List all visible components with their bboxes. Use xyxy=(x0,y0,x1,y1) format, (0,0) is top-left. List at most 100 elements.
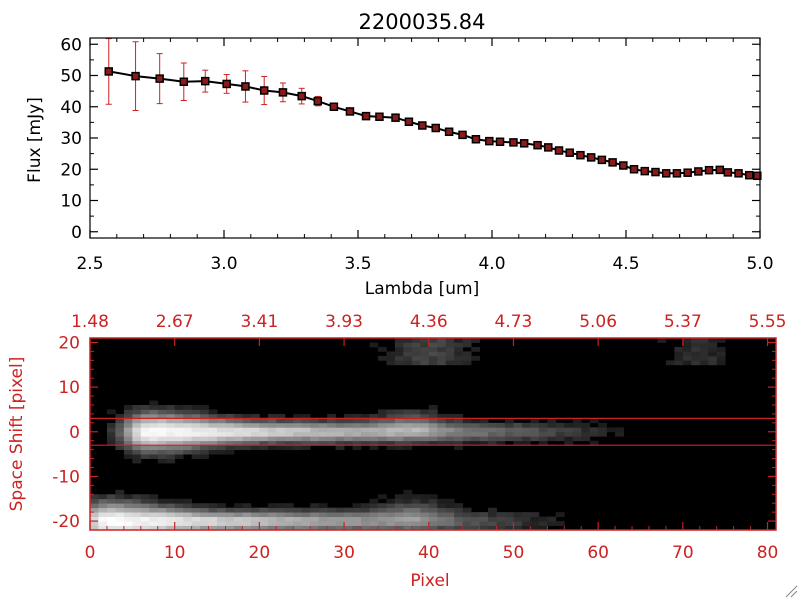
heatmap-cell xyxy=(386,503,396,509)
heatmap-cell xyxy=(428,512,438,518)
heatmap-cell xyxy=(123,431,133,437)
heatmap-cell xyxy=(183,440,193,446)
heatmap-cell xyxy=(301,440,311,446)
heatmap-cell xyxy=(208,440,218,446)
heatmap-cell xyxy=(140,409,150,415)
data-point xyxy=(519,139,529,148)
heatmap-cell xyxy=(115,507,125,513)
heatmap-cell xyxy=(454,436,464,442)
heatmap-cell xyxy=(140,422,150,428)
data-point xyxy=(715,165,725,175)
heatmap-cell xyxy=(454,512,464,518)
heatmap-cell xyxy=(555,431,565,437)
heatmap-cell xyxy=(530,512,540,518)
heatmap-cell xyxy=(386,422,396,428)
heatmap-cell xyxy=(598,431,608,437)
heatmap-cell xyxy=(293,507,303,513)
heatmap-cell xyxy=(166,418,176,424)
heatmap-cell xyxy=(140,525,150,531)
data-point xyxy=(329,102,339,111)
heatmap-cell xyxy=(242,445,252,451)
heatmap-cell xyxy=(344,507,353,513)
heatmap-cell xyxy=(386,431,396,437)
heatmap-cell xyxy=(149,449,159,455)
heatmap-cell xyxy=(318,431,328,437)
heatmap-cell xyxy=(132,503,142,509)
heatmap-cell xyxy=(191,418,201,424)
heatmap-cell xyxy=(411,422,421,428)
heatmap-cell xyxy=(411,413,421,419)
heatmap-cell xyxy=(191,427,201,433)
heatmap-cell xyxy=(115,440,125,446)
heatmap-cell xyxy=(386,427,396,433)
heatmap-cell xyxy=(140,521,150,526)
heatmap-cell xyxy=(225,436,235,442)
heatmap-cell xyxy=(149,413,159,419)
heatmap-cell xyxy=(259,422,269,428)
heatmap-cell xyxy=(242,413,252,419)
heatmap-cell xyxy=(411,360,421,366)
heatmap-cell xyxy=(183,436,193,442)
heatmap-cell xyxy=(462,351,472,357)
spectrum-line xyxy=(108,70,758,177)
heatmap-cell xyxy=(377,355,387,361)
heatmap-cell xyxy=(157,525,167,531)
heatmap-cell xyxy=(301,431,311,437)
heatmap-cell xyxy=(411,436,421,442)
heatmap-cell xyxy=(369,512,379,518)
heatmap-cell xyxy=(276,525,286,531)
heatmap-cell xyxy=(411,516,421,522)
heatmap-cell xyxy=(123,525,133,531)
heatmap-cell xyxy=(242,422,252,428)
heatmap-cell xyxy=(344,512,353,518)
heatmap-cell xyxy=(479,422,489,428)
heatmap-cell xyxy=(479,436,489,442)
heatmap-cell xyxy=(327,436,337,442)
spectrum-ticks xyxy=(89,38,761,238)
heatmap-cell xyxy=(479,418,489,424)
heatmap-cell xyxy=(454,516,464,522)
heatmap-cell xyxy=(377,521,387,526)
data-point xyxy=(597,155,607,165)
resize-grip-icon[interactable] xyxy=(784,584,798,598)
image-top-tick-label: 5.55 xyxy=(749,312,787,332)
heatmap-cell xyxy=(369,427,379,433)
heatmap-cell xyxy=(183,507,193,513)
heatmap-cell xyxy=(521,427,531,433)
heatmap-cell xyxy=(327,422,337,428)
heatmap-cell xyxy=(352,436,362,442)
heatmap-cell xyxy=(200,440,209,446)
heatmap-cell xyxy=(123,494,133,500)
heatmap-cell xyxy=(682,346,692,352)
heatmap-cell xyxy=(530,525,540,531)
heatmap-cell xyxy=(200,503,209,509)
heatmap-cell xyxy=(166,521,176,526)
heatmap-cell xyxy=(276,445,286,451)
heatmap-cell xyxy=(174,454,184,459)
heatmap-cell xyxy=(411,503,421,509)
heatmap-cell xyxy=(217,440,226,446)
heatmap-cell xyxy=(538,431,548,437)
heatmap-cell xyxy=(174,449,184,455)
heatmap-cell xyxy=(420,342,430,348)
spectrum-title: 2200035.84 xyxy=(359,10,486,34)
heatmap-cell xyxy=(386,351,396,357)
heatmap-cell xyxy=(132,458,142,464)
heatmap-cell xyxy=(166,516,176,522)
data-point xyxy=(431,123,440,133)
heatmap-cell xyxy=(276,436,286,442)
heatmap-cell xyxy=(157,436,167,442)
heatmap-cell xyxy=(217,521,226,526)
heatmap-cell xyxy=(344,418,353,424)
heatmap-cell xyxy=(462,436,472,442)
heatmap-cell xyxy=(98,525,108,531)
heatmap-cell xyxy=(115,427,125,433)
heatmap-cell xyxy=(191,413,201,419)
heatmap-cell xyxy=(513,436,523,442)
heatmap-cell xyxy=(200,512,209,518)
heatmap-cell xyxy=(488,525,497,531)
heatmap-cell xyxy=(267,525,277,531)
heatmap-cell xyxy=(437,440,447,446)
heatmap-cell xyxy=(428,525,438,531)
heatmap-cell xyxy=(411,494,421,500)
